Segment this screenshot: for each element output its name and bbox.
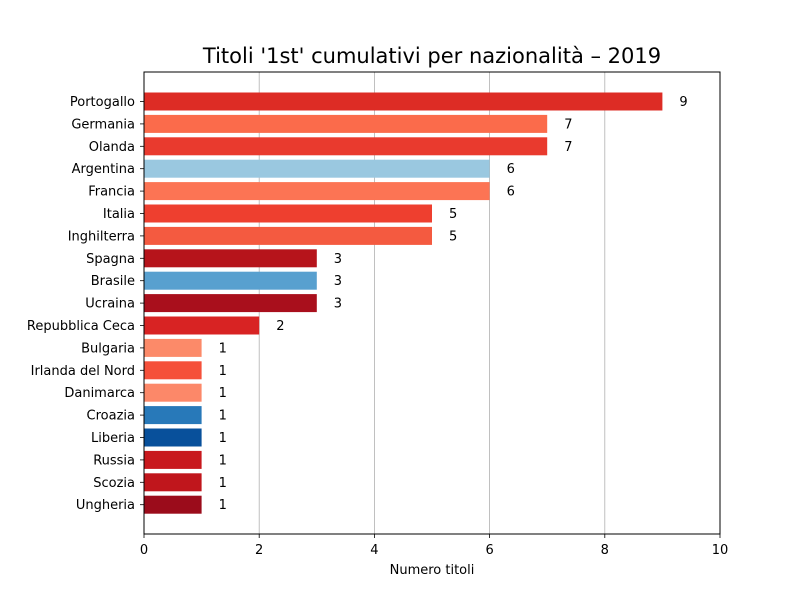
bar-14 (144, 406, 202, 425)
value-label-14: 1 (219, 409, 227, 424)
y-tick-label-1: Germania (71, 117, 135, 132)
x-tick-label-5: 10 (712, 543, 729, 558)
bar-4 (144, 182, 490, 201)
y-tick-label-7: Spagna (86, 252, 135, 267)
value-label-10: 2 (276, 319, 284, 334)
y-tick-label-6: Inghilterra (68, 229, 135, 244)
value-label-12: 1 (219, 364, 227, 379)
y-tick-label-2: Olanda (89, 140, 135, 155)
y-tick-label-13: Danimarca (64, 386, 135, 401)
value-label-1: 7 (564, 117, 572, 132)
x-axis-ticks: 0 2 4 6 8 10 (140, 534, 728, 558)
y-tick-label-15: Liberia (91, 431, 135, 446)
y-tick-label-16: Russia (93, 453, 135, 468)
x-tick-label-3: 6 (485, 543, 493, 558)
value-label-9: 3 (334, 297, 342, 312)
y-tick-label-3: Argentina (72, 162, 135, 177)
y-tick-label-9: Ucraina (85, 297, 135, 312)
value-label-3: 6 (507, 162, 515, 177)
x-tick-label-4: 8 (601, 543, 609, 558)
x-tick-label-1: 2 (255, 543, 263, 558)
x-tick-label-0: 0 (140, 543, 148, 558)
value-label-11: 1 (219, 341, 227, 356)
bar-1 (144, 114, 548, 133)
x-axis-label: Numero titoli (390, 563, 475, 578)
value-label-17: 1 (219, 476, 227, 491)
value-label-8: 3 (334, 274, 342, 289)
y-tick-label-0: Portogallo (70, 95, 135, 110)
value-label-2: 7 (564, 140, 572, 155)
y-tick-label-18: Ungheria (76, 498, 135, 513)
bar-12 (144, 361, 202, 380)
value-label-5: 5 (449, 207, 457, 222)
bar-3 (144, 159, 490, 178)
bar-10 (144, 316, 260, 335)
y-tick-label-4: Francia (88, 185, 135, 200)
bar-9 (144, 294, 317, 313)
value-labels: 9 7 7 6 6 5 5 3 3 3 2 1 1 1 1 1 1 1 1 (219, 95, 688, 513)
y-tick-label-17: Scozia (93, 476, 135, 491)
y-tick-label-8: Brasile (91, 274, 135, 289)
y-axis-labels: Portogallo Germania Olanda Argentina Francia… (27, 95, 144, 513)
value-label-16: 1 (219, 453, 227, 468)
bar-7 (144, 249, 317, 268)
value-label-15: 1 (219, 431, 227, 446)
bar-11 (144, 338, 202, 357)
chart-title: Titoli '1st' cumulativi per nazionalità … (202, 44, 661, 68)
value-label-7: 3 (334, 252, 342, 267)
bar-17 (144, 473, 202, 492)
bar-0 (144, 92, 663, 111)
y-tick-label-12: Irlanda del Nord (31, 364, 135, 379)
bar-15 (144, 428, 202, 447)
bar-18 (144, 495, 202, 514)
value-label-18: 1 (219, 498, 227, 513)
x-tick-label-2: 4 (370, 543, 378, 558)
bar-16 (144, 450, 202, 469)
value-label-6: 5 (449, 229, 457, 244)
y-tick-label-11: Bulgaria (81, 341, 135, 356)
y-tick-label-10: Repubblica Ceca (27, 319, 135, 334)
y-tick-label-5: Italia (103, 207, 135, 222)
bar-5 (144, 204, 432, 223)
value-label-0: 9 (679, 95, 687, 110)
bar-13 (144, 383, 202, 402)
bars (144, 92, 663, 514)
value-label-13: 1 (219, 386, 227, 401)
bar-2 (144, 137, 548, 156)
y-tick-label-14: Croazia (87, 409, 135, 424)
value-label-4: 6 (507, 185, 515, 200)
bar-8 (144, 271, 317, 290)
bar-6 (144, 226, 432, 245)
